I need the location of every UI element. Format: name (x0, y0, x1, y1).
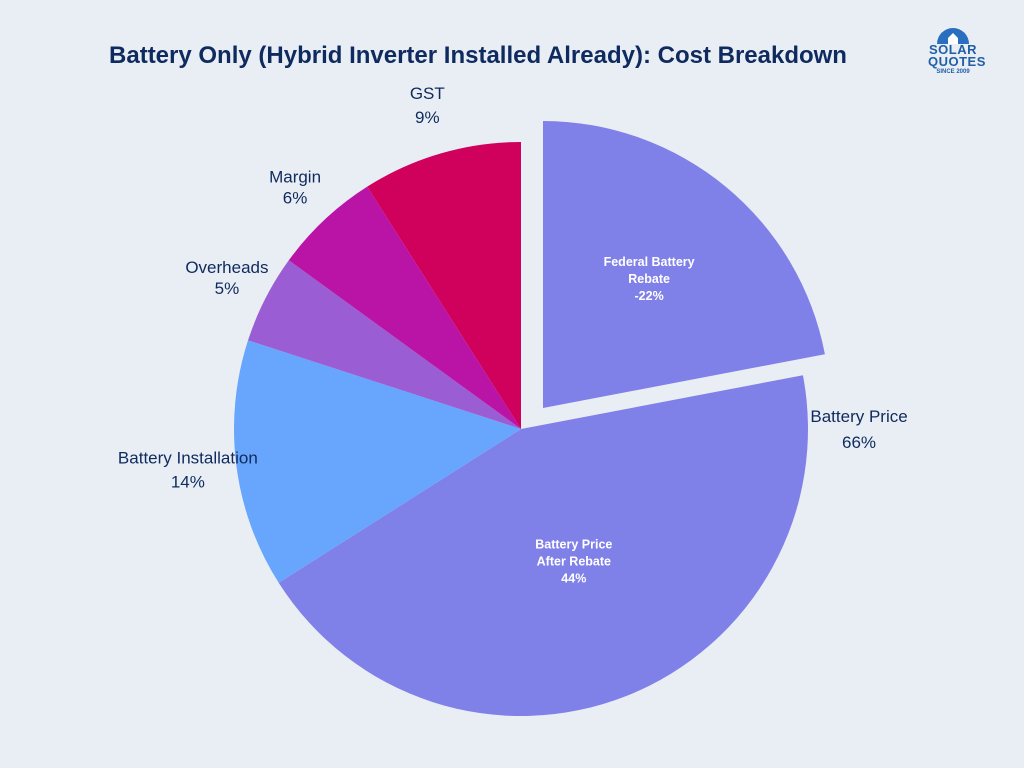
outer-label-gst: GST 9% (410, 84, 445, 127)
slice-label-battery-price-after-rebate: Battery Price After Rebate 44% (535, 538, 612, 586)
slice-battery-installation (234, 340, 522, 583)
logo-word-quotes: QUOTES (928, 54, 986, 69)
outer-label-battery-installation: Battery Installation 14% (118, 449, 258, 492)
solarquotes-logo: SOLAR QUOTES SINCE 2009 (928, 28, 986, 86)
outer-label-battery-price: Battery Price 66% (810, 407, 907, 452)
sun-house-icon (937, 28, 969, 44)
logo-word-solar: SOLAR (929, 42, 977, 57)
outer-label-margin: Margin 6% (269, 167, 321, 207)
slice-label-federal-battery-rebate: Federal Battery Rebate -22% (604, 255, 695, 303)
slice-gst (367, 142, 521, 429)
slice-battery-price-after-rebate (278, 375, 809, 717)
slice-federal-battery-rebate (543, 121, 825, 408)
slice-margin (288, 186, 521, 429)
outer-label-overheads: Overheads 5% (185, 258, 268, 298)
chart-title: Battery Only (Hybrid Inverter Installed … (109, 42, 847, 69)
slice-overheads (248, 260, 521, 429)
logo-tagline: SINCE 2009 (936, 69, 970, 75)
